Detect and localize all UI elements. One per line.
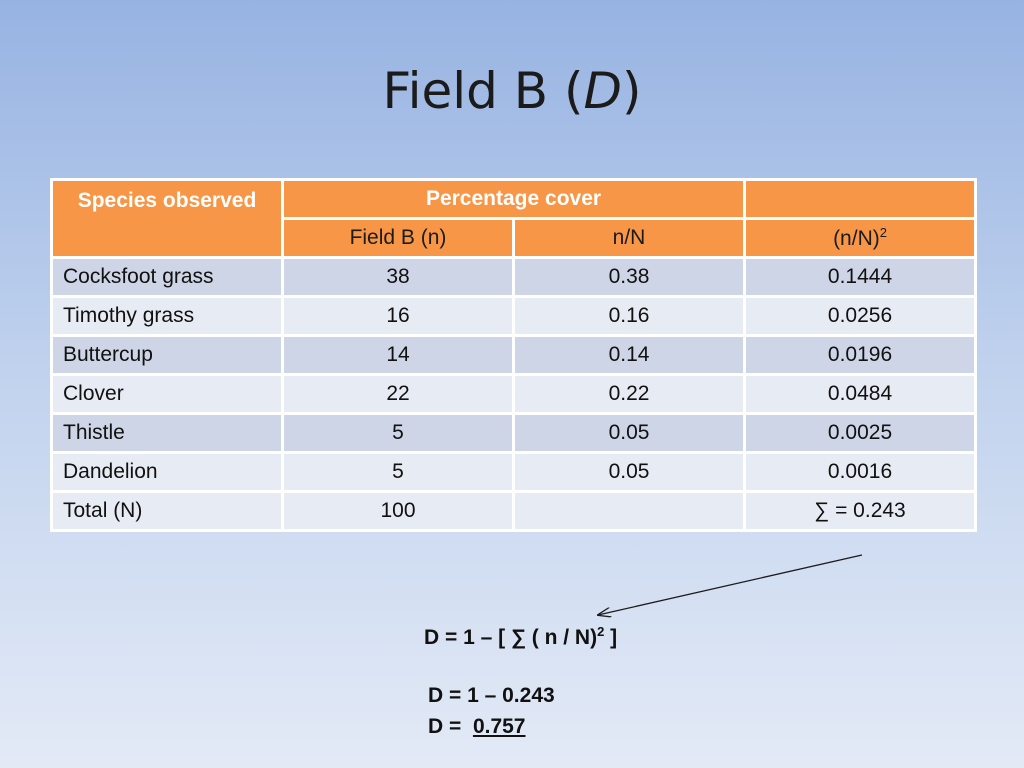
subheader-squared-exp: 2 — [879, 225, 887, 240]
formula-diversity-index: D = 1 – [ ∑ ( n / N)2 ] — [424, 624, 617, 650]
cell-field-b-n: 16 — [281, 295, 515, 337]
cell-squared: 0.0484 — [743, 373, 978, 415]
title-suffix: ) — [622, 62, 642, 120]
cell-ratio: 0.22 — [511, 373, 747, 415]
slide-title: Field B (D) — [0, 62, 1024, 120]
formula-line1-exp: 2 — [597, 624, 605, 639]
cell-species: Thistle — [50, 412, 284, 454]
header-row: Species observed Percentage cover — [50, 178, 978, 259]
formula-substitution: D = 1 – 0.243 — [428, 684, 555, 707]
total-ratio — [511, 490, 747, 532]
table-row: Timothy grass 16 0.16 0.0256 — [50, 295, 978, 337]
cell-ratio: 0.05 — [511, 451, 747, 493]
cell-squared: 0.0196 — [743, 334, 978, 376]
cell-species: Clover — [50, 373, 284, 415]
header-species: Species observed — [50, 178, 284, 259]
cell-squared: 0.1444 — [743, 256, 978, 298]
title-prefix: Field B ( — [382, 62, 584, 120]
formula-result: D = 0.757 — [428, 715, 526, 739]
cell-squared: 0.0256 — [743, 295, 978, 337]
subheader-squared-base: (n/N) — [833, 227, 880, 250]
arrow-line — [598, 554, 863, 615]
cell-field-b-n: 22 — [281, 373, 515, 415]
subheader-row: Field B (n) n/N (n/N)2 — [52, 217, 978, 259]
cell-species: Timothy grass — [50, 295, 284, 337]
cell-field-b-n: 5 — [281, 451, 515, 493]
table-row: Dandelion 5 0.05 0.0016 — [50, 451, 978, 493]
header-percentage-cover: Percentage cover — [280, 178, 747, 220]
species-table: Species observed Percentage cover Field … — [50, 178, 978, 532]
table-row: Cocksfoot grass 38 0.38 0.1444 — [50, 256, 978, 298]
table-row: Buttercup 14 0.14 0.0196 — [50, 334, 978, 376]
table-row: Thistle 5 0.05 0.0025 — [50, 412, 978, 454]
cell-species: Dandelion — [50, 451, 284, 493]
cell-ratio: 0.16 — [511, 295, 747, 337]
cell-squared: 0.0016 — [743, 451, 978, 493]
total-n: 100 — [281, 490, 515, 532]
formula-result-prefix: D = — [428, 715, 473, 738]
cell-species: Buttercup — [50, 334, 284, 376]
total-sum: ∑ = 0.243 — [743, 490, 978, 532]
total-row: Total (N) 100 ∑ = 0.243 — [50, 490, 978, 532]
formula-line1-end: ] — [604, 626, 618, 649]
cell-field-b-n: 5 — [281, 412, 515, 454]
cell-field-b-n: 38 — [281, 256, 515, 298]
cell-ratio: 0.05 — [511, 412, 747, 454]
total-label: Total (N) — [50, 490, 284, 532]
cell-ratio: 0.38 — [511, 256, 747, 298]
cell-species: Cocksfoot grass — [50, 256, 284, 298]
formula-line1-base: D = 1 – [ ∑ ( n / N) — [424, 626, 598, 649]
cell-ratio: 0.14 — [511, 334, 747, 376]
subheader-field-b: Field B (n) — [281, 217, 515, 259]
subheader-ratio: n/N — [511, 217, 747, 259]
header-empty — [743, 178, 978, 220]
title-variable: D — [583, 62, 622, 120]
table-body: Cocksfoot grass 38 0.38 0.1444 Timothy grass… — [50, 256, 978, 493]
table-row: Clover 22 0.22 0.0484 — [50, 373, 978, 415]
cell-squared: 0.0025 — [743, 412, 978, 454]
cell-field-b-n: 14 — [281, 334, 515, 376]
formula-result-value: 0.757 — [472, 715, 526, 738]
subheader-squared: (n/N)2 — [743, 217, 978, 259]
